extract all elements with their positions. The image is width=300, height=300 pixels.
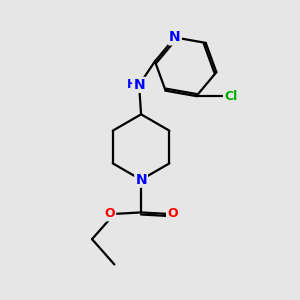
- Text: O: O: [105, 207, 115, 220]
- Text: Cl: Cl: [224, 90, 237, 103]
- Text: O: O: [167, 207, 178, 220]
- Text: N: N: [133, 78, 145, 92]
- Text: N: N: [135, 173, 147, 187]
- Text: H: H: [127, 78, 136, 92]
- Text: N: N: [169, 31, 181, 44]
